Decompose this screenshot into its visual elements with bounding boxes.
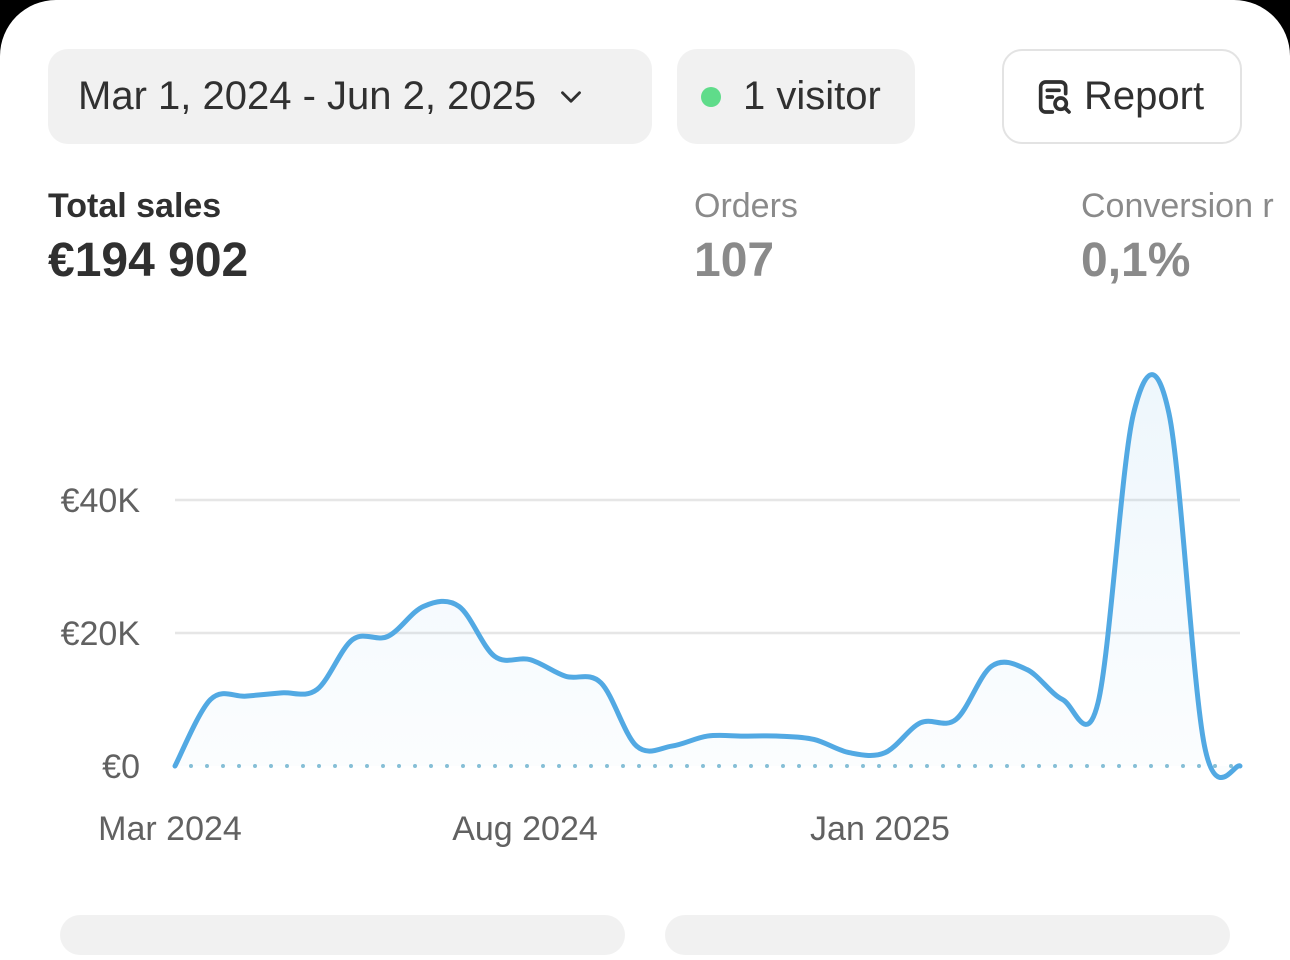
metric-conversion-label: Conversion r	[1081, 187, 1274, 225]
sales-data-point-23[interactable]	[986, 660, 998, 672]
sales-data-point-20[interactable]	[879, 747, 891, 759]
metric-conversion-value: 0,1%	[1081, 234, 1191, 287]
sales-data-point-11[interactable]	[560, 670, 572, 682]
sales-data-point-15[interactable]	[702, 730, 714, 742]
metric-total-sales[interactable]: Total sales €194 902	[48, 186, 248, 288]
bottom-card-right[interactable]	[665, 915, 1230, 955]
sales-data-point-10[interactable]	[524, 654, 536, 666]
sales-line-chart[interactable]: €0 €20K €40K Mar 2024 Aug 2024 Jan 2025	[0, 0, 1290, 924]
metric-total-sales-label: Total sales	[48, 187, 222, 225]
report-search-icon	[1038, 79, 1071, 114]
sales-data-point-18[interactable]	[808, 733, 820, 745]
sales-data-point-13[interactable]	[631, 740, 643, 752]
metric-orders[interactable]: Orders 107	[694, 186, 798, 288]
sales-data-point-22[interactable]	[950, 713, 962, 725]
y-tick-label-1: €20K	[61, 615, 141, 653]
y-tick-label-0: €0	[102, 748, 140, 786]
bottom-card-left[interactable]	[60, 915, 625, 955]
sales-data-point-0[interactable]	[169, 760, 181, 772]
sales-data-point-28[interactable]	[1163, 408, 1175, 420]
metric-orders-value: 107	[694, 234, 775, 287]
x-tick-label-2: Jan 2025	[810, 810, 950, 848]
sales-data-point-27[interactable]	[1128, 408, 1140, 420]
sales-series-line[interactable]	[172, 372, 1243, 780]
sales-data-point-12[interactable]	[595, 677, 607, 689]
sales-data-point-7[interactable]	[418, 600, 430, 612]
visitor-count-badge[interactable]: 1 visitor	[677, 49, 915, 144]
chevron-down-icon	[561, 90, 581, 103]
sales-data-point-2[interactable]	[240, 690, 252, 702]
sales-data-point-25[interactable]	[1057, 694, 1069, 706]
sales-data-point-3[interactable]	[276, 687, 288, 699]
metric-orders-label: Orders	[694, 187, 798, 225]
x-tick-label-1: Aug 2024	[452, 810, 598, 848]
x-tick-label-0: Mar 2024	[98, 810, 242, 848]
sales-area-fill	[175, 374, 1240, 778]
sales-data-point-17[interactable]	[773, 730, 785, 742]
sales-data-point-24[interactable]	[1021, 664, 1033, 676]
sales-data-point-9[interactable]	[489, 650, 501, 662]
live-status-dot	[701, 86, 721, 107]
y-tick-label-2: €40K	[61, 482, 141, 520]
sales-data-point-6[interactable]	[382, 630, 394, 642]
date-range-label: Mar 1, 2024 - Jun 2, 2025	[78, 74, 537, 118]
metric-total-sales-value: €194 902	[48, 234, 249, 287]
sales-data-point-4[interactable]	[311, 684, 323, 696]
sales-data-point-16[interactable]	[737, 730, 749, 742]
date-range-picker[interactable]: Mar 1, 2024 - Jun 2, 2025	[48, 49, 652, 144]
metric-conversion-rate[interactable]: Conversion r 0,1%	[1081, 186, 1274, 288]
sales-data-point-26[interactable]	[1092, 697, 1104, 709]
sales-data-point-14[interactable]	[666, 740, 678, 752]
sales-data-point-8[interactable]	[453, 600, 465, 612]
sales-data-point-29[interactable]	[1199, 740, 1211, 752]
sales-data-point-21[interactable]	[915, 717, 927, 729]
sales-data-point-19[interactable]	[844, 747, 856, 759]
report-button[interactable]: Report	[1002, 49, 1242, 144]
sales-data-point-30[interactable]	[1234, 760, 1246, 772]
report-button-label: Report	[1084, 74, 1205, 118]
sales-data-point-5[interactable]	[347, 634, 359, 646]
sales-data-point-1[interactable]	[205, 694, 217, 706]
visitor-count-label: 1 visitor	[743, 74, 881, 118]
